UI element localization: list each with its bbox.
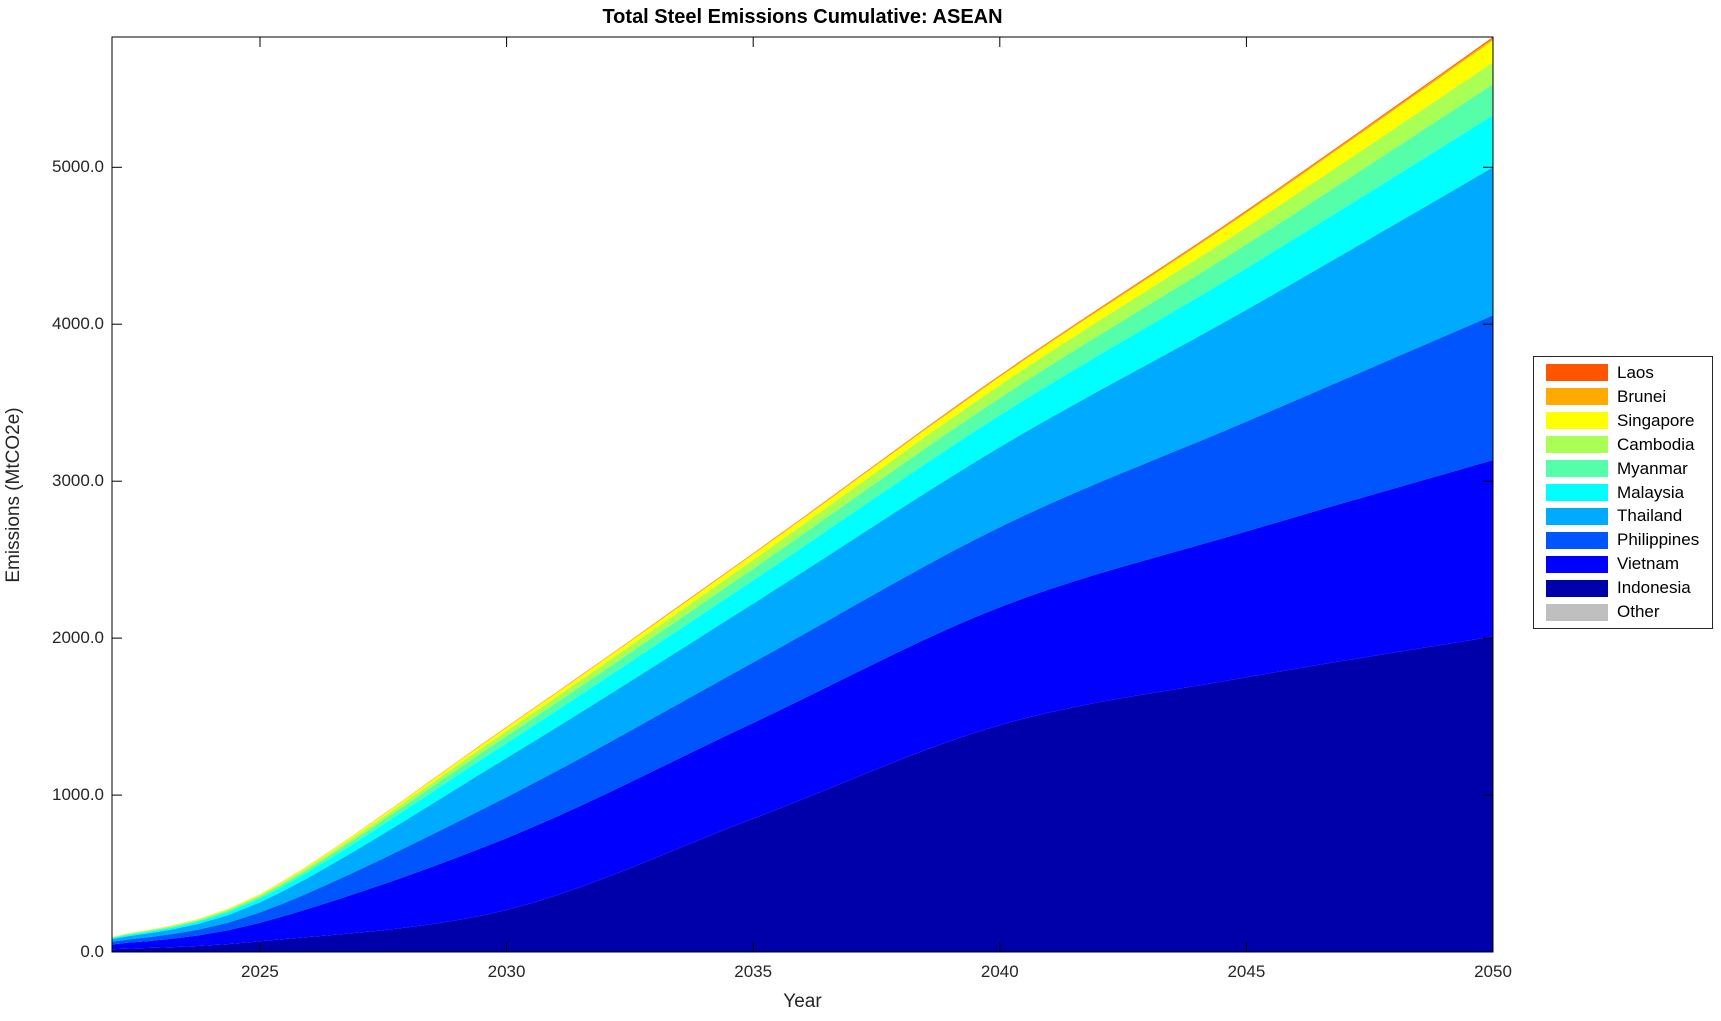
area-vietnam xyxy=(112,460,1493,950)
legend-item-philippines: Philippines xyxy=(1534,528,1712,552)
x-tick-label: 2040 xyxy=(980,962,1019,981)
y-tick-label: 0.0 xyxy=(80,942,104,961)
legend-swatch xyxy=(1546,531,1608,549)
legend-item-other: Other xyxy=(1534,600,1712,624)
y-tick-label: 2000.0 xyxy=(52,628,104,648)
y-tick-label: 5000.0 xyxy=(52,157,104,177)
legend-swatch xyxy=(1546,364,1608,382)
legend-swatch xyxy=(1546,484,1608,501)
x-tick-label: 2035 xyxy=(734,962,773,981)
legend-label: Myanmar xyxy=(1617,458,1688,478)
legend-label: Philippines xyxy=(1617,530,1700,550)
legend-item-vietnam: Vietnam xyxy=(1534,552,1712,576)
legend-swatch xyxy=(1546,388,1608,406)
legend-item-cambodia: Cambodia xyxy=(1534,433,1712,457)
chart-title: Total Steel Emissions Cumulative: ASEAN xyxy=(602,6,1003,28)
axes-box xyxy=(111,36,1494,953)
legend-label: Laos xyxy=(1617,362,1654,382)
legend-item-singapore: Singapore xyxy=(1534,409,1712,433)
legend-swatch xyxy=(1546,603,1608,621)
legend-label: Brunei xyxy=(1617,386,1667,406)
x-tick-label: 2030 xyxy=(487,962,526,981)
legend-swatch xyxy=(1546,412,1608,430)
legend-swatch xyxy=(1546,436,1608,454)
legend-item-brunei: Brunei xyxy=(1534,385,1712,409)
legend-item-myanmar: Myanmar xyxy=(1534,457,1712,481)
legend-item-indonesia: Indonesia xyxy=(1534,576,1712,600)
legend-label: Cambodia xyxy=(1617,434,1695,454)
x-tick-label: 2045 xyxy=(1227,962,1266,981)
legend-label: Malaysia xyxy=(1617,482,1685,502)
legend-label: Other xyxy=(1617,602,1660,622)
y-tick-label: 1000.0 xyxy=(52,785,104,805)
area-indonesia xyxy=(112,636,1493,952)
y-tick-label: 3000.0 xyxy=(52,471,104,491)
x-tick-label: 2025 xyxy=(241,962,279,981)
legend: Laos Brunei Singapore Cambodia Myanmar Malays… xyxy=(1533,356,1713,629)
legend-item-malaysia: Malaysia xyxy=(1534,481,1712,505)
legend-item-thailand: Thailand xyxy=(1534,504,1712,528)
legend-item-laos: Laos xyxy=(1534,361,1712,385)
x-axis-label: Year xyxy=(783,991,822,1012)
y-tick-label: 4000.0 xyxy=(52,314,104,334)
legend-label: Singapore xyxy=(1617,410,1695,430)
area-philippines xyxy=(112,315,1493,945)
legend-swatch xyxy=(1546,460,1608,478)
legend-label: Indonesia xyxy=(1617,578,1691,598)
legend-label: Vietnam xyxy=(1617,554,1680,574)
legend-swatch xyxy=(1546,555,1608,573)
legend-swatch xyxy=(1546,579,1608,597)
x-tick-label: 2050 xyxy=(1474,962,1512,981)
legend-swatch xyxy=(1546,507,1608,525)
legend-label: Thailand xyxy=(1617,506,1683,526)
